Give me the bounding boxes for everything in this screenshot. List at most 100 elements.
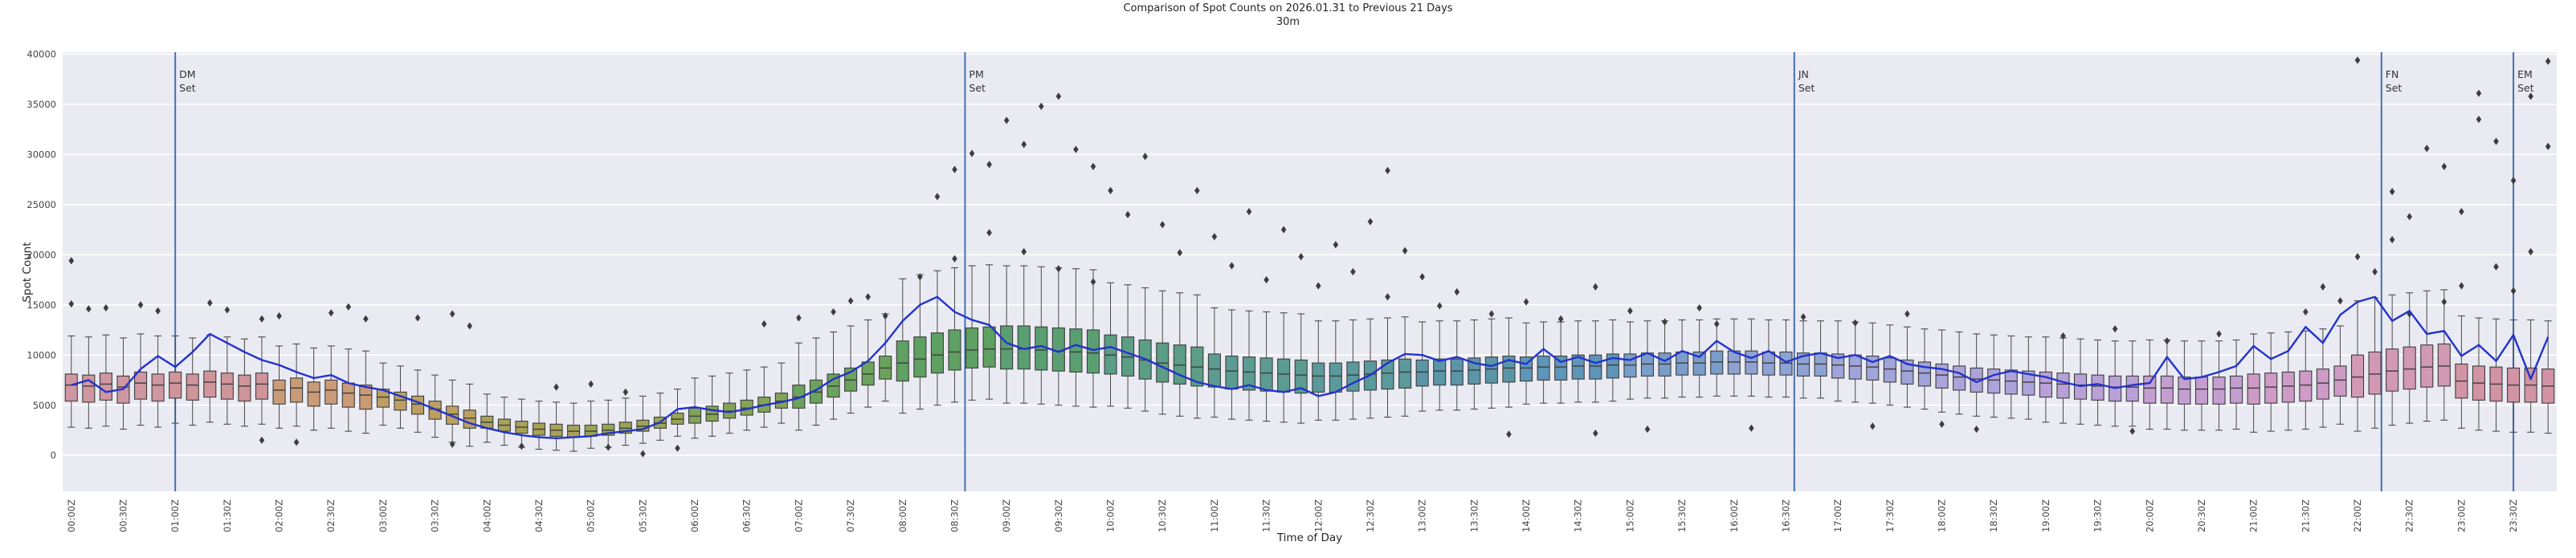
outlier-flier: [1385, 166, 1390, 174]
outlier-flier: [2423, 145, 2430, 153]
x-tick-label: 15:30Z: [1676, 499, 1688, 532]
outlier-flier: [1246, 207, 1252, 216]
x-tick-label: 00:00Z: [66, 499, 77, 532]
x-tick-label: 20:00Z: [2144, 499, 2155, 532]
box: [1329, 320, 1342, 421]
x-tick-label: 22:00Z: [2352, 499, 2363, 532]
box: [2212, 340, 2226, 431]
box: [2056, 337, 2070, 424]
outlier-flier: [206, 299, 213, 307]
x-tick-label: 06:00Z: [689, 499, 700, 532]
outlier-flier: [1021, 141, 1027, 149]
outlier-flier: [1852, 319, 1859, 327]
event-vline-label: EM: [2517, 68, 2533, 80]
x-tick-label: 13:30Z: [1468, 499, 1480, 532]
box: [1866, 322, 1880, 404]
outlier-flier: [2476, 116, 2482, 124]
event-vline-label: Set: [2386, 82, 2402, 94]
box: [2264, 332, 2278, 432]
box: [325, 345, 338, 429]
outlier-flier: [68, 299, 75, 308]
box: [1433, 320, 1447, 411]
outlier-flier: [2389, 187, 2395, 196]
box: [1484, 318, 1498, 409]
x-tick-label: 09:30Z: [1053, 499, 1064, 532]
box: [1398, 316, 1412, 417]
box: [1676, 319, 1689, 398]
box: [1762, 319, 1775, 398]
box: [1900, 326, 1914, 408]
outlier-flier: [2320, 283, 2326, 291]
box: [186, 337, 199, 426]
box: [497, 397, 511, 446]
x-tick-label: 12:30Z: [1365, 499, 1376, 532]
outlier-flier: [1627, 307, 1633, 315]
outlier-flier: [1436, 302, 1443, 310]
event-vline-label: FN: [2386, 68, 2399, 80]
x-tick-label: 16:30Z: [1780, 499, 1791, 532]
box: [879, 313, 892, 402]
x-tick-label: 19:30Z: [2092, 499, 2104, 532]
box: [238, 338, 251, 427]
outlier-flier: [2528, 247, 2533, 256]
x-tick-label: 01:30Z: [222, 499, 233, 532]
y-tick-label: 5000: [33, 400, 56, 411]
box: [255, 336, 269, 425]
outlier-flier: [1557, 315, 1564, 323]
outlier-flier: [1385, 293, 1390, 301]
box: [1883, 324, 1896, 406]
box: [1606, 319, 1619, 402]
box: [2073, 338, 2088, 425]
box: [480, 393, 494, 443]
x-tick-label: 04:00Z: [481, 499, 492, 532]
outlier-flier: [2441, 298, 2447, 306]
outlier-flier: [1229, 262, 1235, 270]
box: [2316, 328, 2329, 428]
y-tick-label: 40000: [27, 49, 56, 60]
box: [896, 278, 909, 414]
outlier-flier: [259, 315, 265, 323]
box: [982, 264, 996, 400]
box: [2004, 335, 2018, 419]
outlier-flier: [1159, 221, 1166, 229]
box: [1970, 333, 1983, 417]
box: [1710, 318, 1724, 397]
x-tick-label: 02:30Z: [325, 499, 337, 532]
box: [2368, 297, 2382, 429]
box: [2247, 333, 2260, 433]
outlier-flier: [86, 305, 92, 313]
x-tick-label: 08:30Z: [949, 499, 960, 532]
outlier-flier: [1090, 278, 1096, 286]
x-tick-label: 23:00Z: [2456, 499, 2467, 532]
x-tick-label: 19:00Z: [2040, 499, 2051, 532]
x-tick-label: 18:30Z: [1988, 499, 1999, 532]
x-tick-label: 16:00Z: [1729, 499, 1740, 532]
outlier-flier: [155, 307, 161, 315]
outlier-flier: [449, 440, 455, 448]
box: [1225, 309, 1239, 420]
outlier-flier: [2112, 325, 2118, 333]
box: [1259, 311, 1273, 422]
outlier-flier: [2129, 427, 2136, 435]
x-tick-label: 00:30Z: [117, 499, 129, 532]
y-axis-title: Spot Count: [21, 242, 34, 303]
event-vline-label: PM: [969, 68, 983, 80]
outlier-flier: [1280, 226, 1287, 234]
box: [290, 343, 304, 427]
outlier-flier: [588, 380, 594, 388]
event-vline-label: Set: [2517, 82, 2534, 94]
box: [2178, 340, 2191, 431]
box: [1831, 320, 1845, 402]
box: [1035, 266, 1048, 405]
outlier-flier: [1073, 145, 1079, 153]
y-tick-label: 15000: [27, 299, 56, 311]
outlier-flier: [1904, 310, 1910, 318]
x-tick-label: 22:30Z: [2404, 499, 2415, 532]
outlier-flier: [1055, 265, 1062, 273]
box: [1207, 307, 1221, 418]
box: [376, 362, 390, 426]
outlier-flier: [2060, 332, 2066, 340]
outlier-flier: [1696, 303, 1702, 312]
box: [774, 362, 788, 424]
